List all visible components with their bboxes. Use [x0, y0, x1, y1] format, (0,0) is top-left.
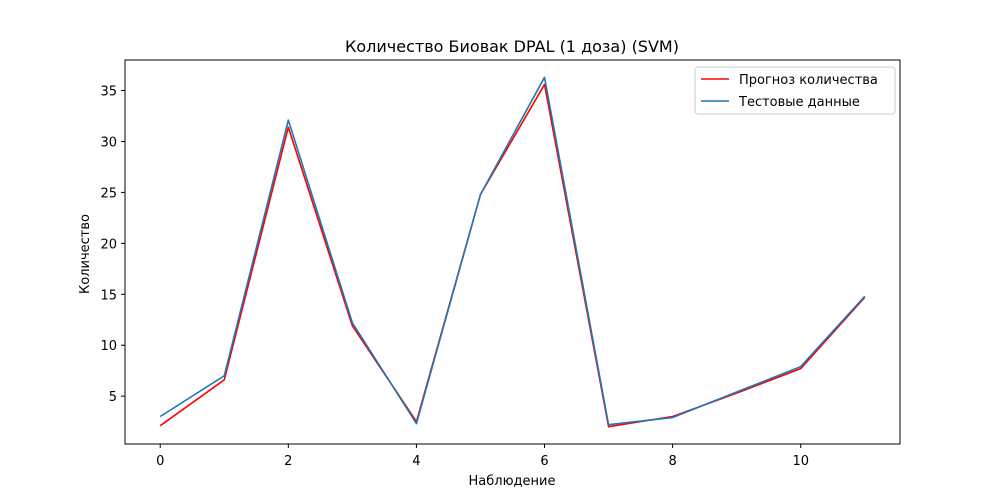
x-axis-label: Наблюдение — [469, 474, 556, 489]
x-tick-label: 8 — [668, 454, 676, 469]
series-line-2 — [159, 76, 866, 426]
legend-label-2: Тестовые данные — [738, 95, 860, 110]
series-layer — [159, 76, 866, 428]
chart-title: Количество Биовак DPAL (1 доза) (SVM) — [345, 37, 679, 56]
y-tick-label: 20 — [100, 237, 117, 252]
legend-label-1: Прогноз количества — [739, 73, 878, 88]
y-tick-label: 35 — [100, 85, 117, 100]
legend: Прогноз количества Тестовые данные — [694, 66, 896, 115]
x-tick-label: 10 — [792, 454, 809, 469]
y-tick-label: 5 — [109, 390, 117, 405]
ticks-layer: 0 2 4 6 8 10 5 10 15 20 25 30 35 — [100, 85, 809, 469]
x-tick-label: 0 — [156, 454, 164, 469]
y-tick-label: 30 — [100, 135, 117, 150]
plot-area-frame — [124, 59, 901, 445]
y-tick-label: 25 — [100, 186, 117, 201]
y-axis-label: Количество — [78, 214, 93, 294]
y-tick-label: 15 — [100, 288, 117, 303]
x-tick-label: 2 — [284, 454, 292, 469]
x-tick-label: 6 — [540, 454, 548, 469]
series-line-1 — [159, 83, 866, 428]
x-tick-label: 4 — [412, 454, 420, 469]
legend-box — [694, 66, 896, 115]
y-tick-label: 10 — [100, 339, 117, 354]
